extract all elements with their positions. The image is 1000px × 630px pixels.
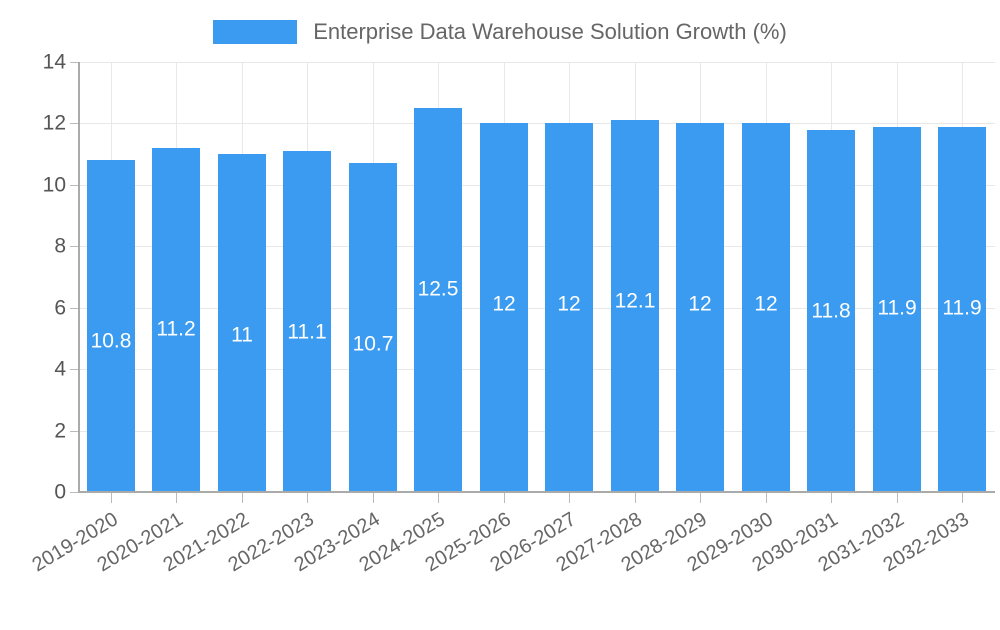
gridline-horizontal — [78, 123, 995, 125]
chart-legend: Enterprise Data Warehouse Solution Growt… — [0, 14, 1000, 50]
bar[interactable] — [807, 129, 855, 492]
x-axis-tick-mark — [962, 493, 963, 503]
y-axis-tick-mark — [70, 492, 78, 493]
bar[interactable] — [938, 126, 986, 492]
x-axis-tick-mark — [176, 493, 177, 503]
bar[interactable] — [414, 108, 462, 492]
y-axis-tick-label: 4 — [54, 357, 66, 381]
x-axis-line — [78, 491, 995, 493]
bar-value-label: 11.9 — [942, 296, 982, 319]
y-axis-tick-label: 14 — [42, 50, 66, 74]
gridline-horizontal — [78, 430, 995, 432]
bar-value-label: 12.1 — [614, 289, 656, 313]
bar-value-label: 11 — [231, 323, 253, 347]
gridline-horizontal — [78, 307, 995, 309]
x-axis-tick-mark — [504, 493, 505, 503]
bar[interactable] — [545, 123, 593, 492]
bar-value-label: 11.8 — [811, 299, 851, 323]
x-axis-tick-mark — [242, 493, 243, 503]
plot-area: 10.8 11.2 11 11.1 10.7 12.5 12 12 12.1 12 12 11.8 11… — [78, 62, 995, 493]
bar[interactable] — [87, 160, 135, 492]
y-axis-tick-mark — [70, 62, 78, 63]
legend-series-label: Enterprise Data Warehouse Solution Growt… — [313, 19, 787, 44]
y-axis-tick-label: 8 — [54, 234, 66, 258]
y-axis-tick-label: 6 — [54, 296, 66, 320]
gridline-horizontal — [78, 246, 995, 248]
x-axis-tick-mark — [831, 493, 832, 503]
y-axis-tick-mark — [70, 430, 78, 432]
y-axis-line — [78, 62, 80, 493]
x-axis-tick-mark — [307, 493, 308, 503]
bar[interactable] — [873, 126, 921, 492]
y-axis-tick-mark — [70, 184, 78, 186]
bar-value-label: 12 — [492, 292, 516, 316]
y-axis-tick-mark — [70, 246, 78, 248]
bar-value-label: 10.7 — [352, 332, 394, 356]
y-axis-tick-mark — [70, 369, 78, 371]
bar[interactable] — [283, 151, 331, 492]
x-axis-tick-mark — [111, 493, 112, 503]
y-axis-tick-label: 2 — [54, 419, 66, 443]
bar-value-label: 10.8 — [90, 329, 132, 353]
bar-value-label: 12 — [557, 292, 581, 316]
x-axis-tick-mark — [766, 493, 767, 503]
bar[interactable] — [349, 163, 397, 492]
bar-value-label: 12.5 — [417, 277, 459, 301]
x-axis-tick-mark — [438, 493, 439, 503]
y-axis-tick-mark — [70, 123, 78, 125]
y-axis-tick-labels: 0 2 4 6 8 10 12 14 — [0, 0, 78, 600]
x-axis-tick-mark — [373, 493, 374, 503]
bar-value-label: 11.9 — [877, 296, 917, 319]
y-axis-tick-label: 10 — [42, 173, 66, 197]
bar[interactable] — [480, 123, 528, 492]
bar[interactable] — [218, 154, 266, 492]
gridline-horizontal — [78, 369, 995, 371]
x-axis-tick-mark — [635, 493, 636, 503]
y-axis-tick-label: 0 — [54, 480, 66, 504]
bar-value-label: 11.1 — [287, 320, 327, 344]
bar[interactable] — [152, 148, 200, 492]
x-axis-tick-mark — [569, 493, 570, 503]
bar-value-label: 11.2 — [156, 317, 196, 341]
bar-value-label: 12 — [688, 292, 712, 316]
bar[interactable] — [676, 123, 724, 492]
bar[interactable] — [742, 123, 790, 492]
y-axis-tick-mark — [70, 307, 78, 309]
bar-value-label: 12 — [754, 292, 778, 316]
x-axis-tick-mark — [897, 493, 898, 503]
gridline-horizontal — [78, 62, 995, 63]
bar-chart: Enterprise Data Warehouse Solution Growt… — [0, 0, 1000, 600]
bar[interactable] — [611, 120, 659, 492]
y-axis-tick-label: 12 — [42, 111, 66, 135]
gridline-horizontal — [78, 184, 995, 186]
x-axis-tick-mark — [700, 493, 701, 503]
legend-color-swatch — [213, 20, 298, 44]
